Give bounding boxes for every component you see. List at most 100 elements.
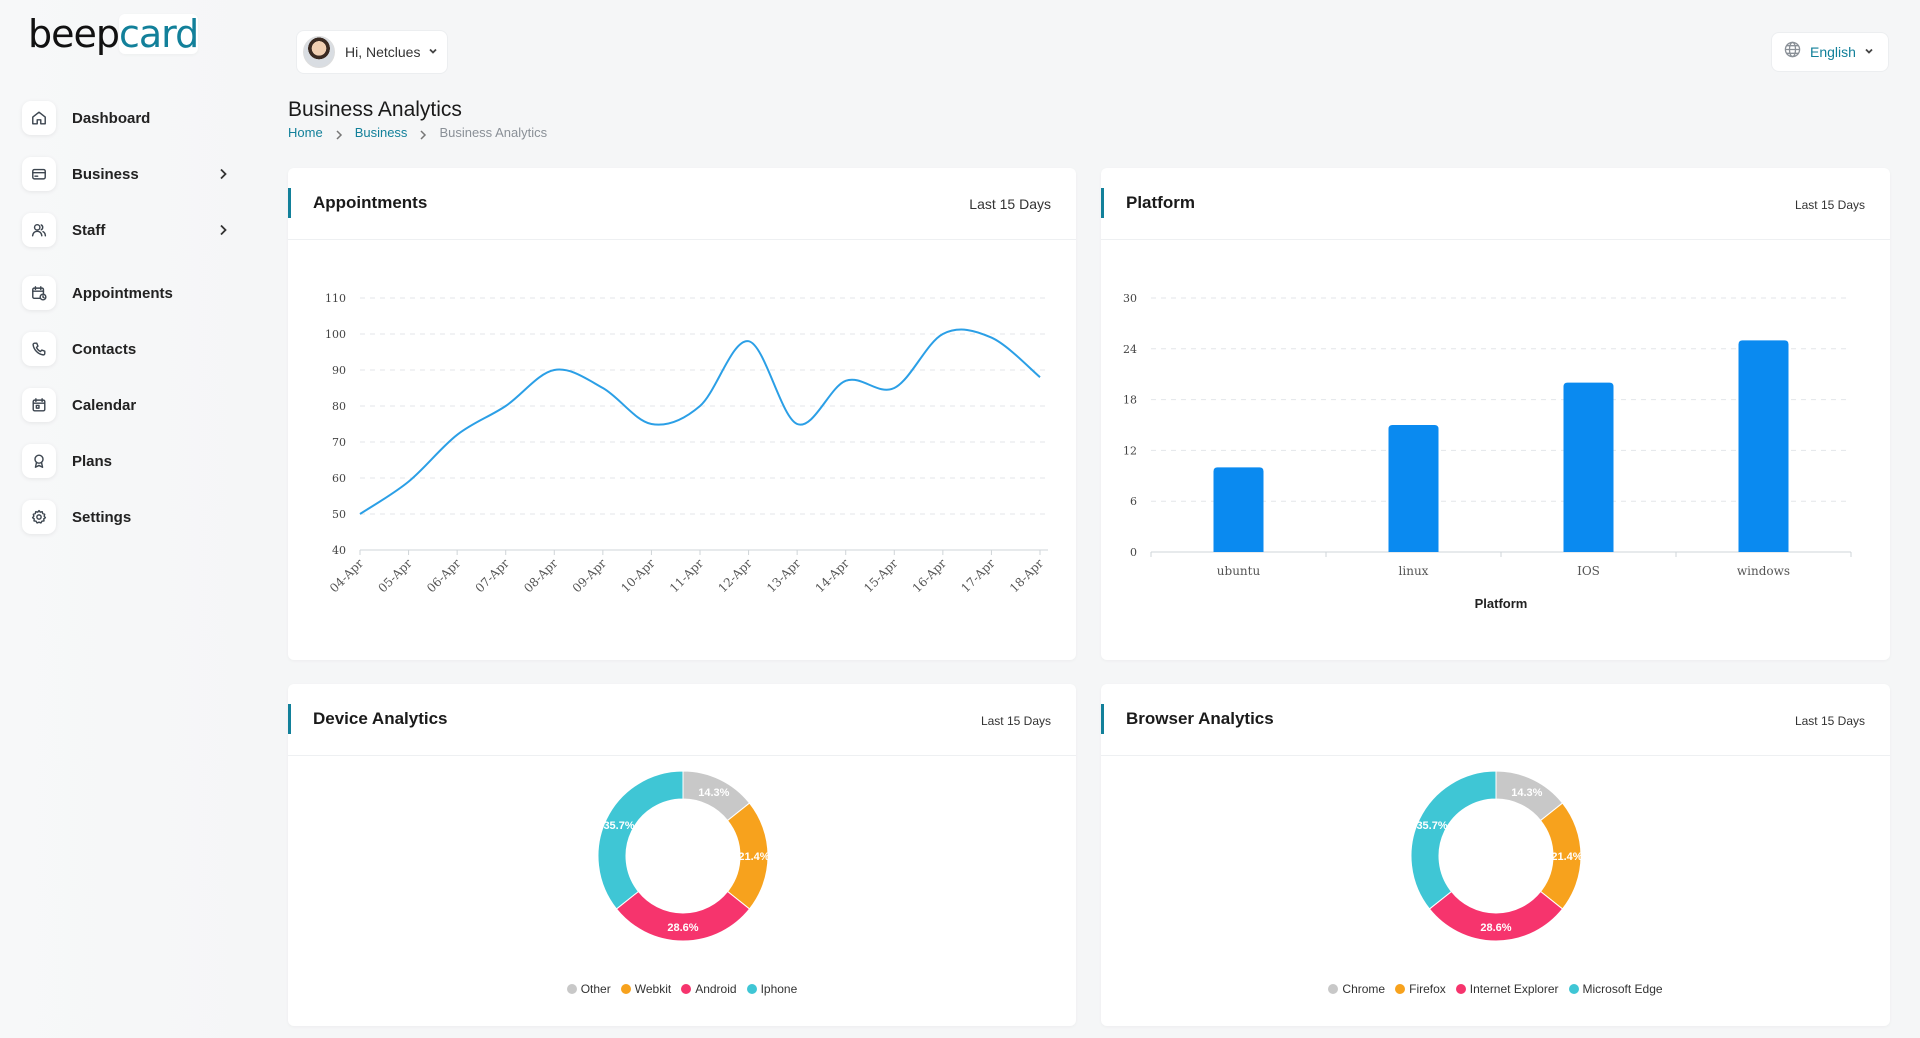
sidebar-item-label: Contacts [72, 340, 137, 358]
slice-value-label: 28.6% [667, 922, 698, 934]
date-range-label[interactable]: Last 15 Days [980, 714, 1051, 728]
logo-text-beep: beep [28, 12, 120, 56]
appointments-card: Appointments Last 15 Days 40 50 60 70 80 90 10… [288, 168, 1076, 660]
card-title: Appointments [313, 193, 428, 212]
device-analytics-card: Device Analytics Last 15 Days 14.3% 21.4%… [288, 684, 1076, 1026]
chevron-down-icon [1864, 43, 1874, 61]
device-legend: Other Webkit Android Iphone [288, 982, 1076, 996]
bar-linux[interactable] [1388, 425, 1439, 552]
card-title: Device Analytics [313, 709, 448, 728]
breadcrumb-home[interactable]: Home [288, 125, 323, 140]
legend-item[interactable]: Iphone [746, 982, 797, 996]
legend-label: Webkit [634, 982, 672, 996]
legend-swatch [681, 984, 692, 994]
y-tick-label: 60 [332, 472, 346, 485]
x-tick-label: 17-Apr [958, 556, 997, 595]
sidebar-item-business[interactable]: Business [22, 156, 242, 192]
legend-swatch [1568, 984, 1579, 994]
user-menu-button[interactable]: Hi, Netclues [296, 30, 448, 74]
card-accent-bar [288, 188, 291, 218]
appointments-line-chart: 40 50 60 70 80 90 100 110 04-Apr 05-Apr 06-Apr 07-A… [325, 292, 1048, 595]
browser-analytics-card: Browser Analytics Last 15 Days 14.3% 21.4… [1101, 684, 1890, 1026]
card-accent-bar [1101, 704, 1104, 734]
x-tick-label: 13-Apr [764, 556, 803, 595]
sidebar-item-staff[interactable]: Staff [22, 212, 242, 248]
breadcrumb: Home Business Business Analytics [288, 125, 547, 140]
legend-item[interactable]: Webkit [620, 982, 672, 996]
y-tick-label: 24 [1123, 343, 1137, 356]
slice-value-label: 14.3% [1511, 787, 1542, 799]
sidebar-item-contacts[interactable]: Contacts [22, 331, 242, 367]
platform-bar-chart: 0 6 12 18 24 30 ubuntu linux IOS windows Platform [1123, 292, 1852, 611]
x-tick-label: 06-Apr [424, 556, 463, 595]
legend-label: Internet Explorer [1469, 982, 1559, 996]
sidebar-item-dashboard[interactable]: Dashboard [22, 100, 242, 136]
breadcrumb-business[interactable]: Business [354, 125, 408, 140]
sidebar-item-label: Plans [72, 452, 113, 470]
bar-ios[interactable] [1563, 382, 1614, 552]
legend-item[interactable]: Microsoft Edge [1568, 982, 1663, 996]
legend-item[interactable]: Android [681, 982, 737, 996]
home-icon [22, 101, 56, 135]
card-accent-bar [1101, 188, 1104, 218]
sidebar-item-settings[interactable]: Settings [22, 499, 242, 535]
y-tick-label: 100 [325, 328, 346, 341]
sidebar-item-appointments[interactable]: Appointments [22, 275, 242, 311]
legend-swatch [1455, 984, 1466, 994]
page-title: Business Analytics [288, 98, 462, 121]
legend-swatch [566, 984, 577, 994]
slice-microsoft-edge[interactable] [1410, 770, 1497, 910]
sidebar-item-label: Appointments [72, 284, 173, 302]
sidebar-item-calendar[interactable]: Calendar [22, 387, 242, 423]
legend-label: Android [695, 982, 737, 996]
slice-value-label: 28.6% [1480, 922, 1511, 934]
slice-iphone[interactable] [597, 770, 684, 910]
x-tick-label: 07-Apr [473, 556, 512, 595]
chevron-right-icon [335, 128, 343, 140]
x-tick-label: 12-Apr [716, 556, 755, 595]
sidebar-item-label: Dashboard [72, 109, 151, 127]
bar-windows[interactable] [1738, 340, 1789, 552]
x-tick-label: 09-Apr [570, 556, 609, 595]
sidebar-item-label: Settings [72, 508, 132, 526]
globe-icon [1784, 41, 1801, 63]
card-header: Appointments Last 15 Days [288, 168, 1076, 240]
platform-card: Platform Last 15 Days 0 6 12 18 24 30 ubuntu li… [1101, 168, 1890, 660]
gear-icon [22, 500, 56, 534]
legend-item[interactable]: Chrome [1328, 982, 1385, 996]
language-selector[interactable]: English [1771, 32, 1889, 72]
breadcrumb-current: Business Analytics [439, 125, 548, 140]
card-header: Device Analytics Last 15 Days [288, 684, 1076, 756]
x-tick-label: 11-Apr [667, 556, 706, 595]
avatar [303, 36, 335, 68]
logo[interactable]: beep card [28, 12, 199, 56]
phone-icon [22, 332, 56, 366]
x-tick-label: 10-Apr [618, 556, 657, 595]
chevron-right-icon [216, 167, 230, 181]
card-icon [22, 157, 56, 191]
legend-item[interactable]: Internet Explorer [1455, 982, 1559, 996]
slice-value-label: 21.4% [1551, 851, 1582, 863]
legend-swatch [746, 984, 757, 994]
user-greeting: Hi, Netclues [345, 44, 421, 60]
chevron-down-icon [428, 43, 438, 61]
date-range-label[interactable]: Last 15 Days [1794, 198, 1865, 212]
date-range-label[interactable]: Last 15 Days [1794, 714, 1865, 728]
card-accent-bar [288, 704, 291, 734]
card-title: Platform [1126, 193, 1195, 212]
x-tick-label: 18-Apr [1007, 556, 1046, 595]
x-tick-label: 16-Apr [910, 556, 949, 595]
legend-swatch [1395, 984, 1406, 994]
language-label: English [1810, 44, 1856, 60]
sidebar-item-label: Calendar [72, 396, 137, 414]
sidebar-item-plans[interactable]: Plans [22, 443, 242, 479]
browser-donut-chart: 14.3% 21.4% 28.6% 35.7% [1410, 770, 1583, 942]
card-header: Browser Analytics Last 15 Days [1101, 684, 1890, 756]
series-line [359, 328, 1041, 515]
legend-swatch [1328, 984, 1339, 994]
legend-item[interactable]: Firefox [1395, 982, 1446, 996]
bar-ubuntu[interactable] [1213, 467, 1264, 552]
sidebar-item-label: Business [72, 165, 139, 183]
legend-item[interactable]: Other [566, 982, 611, 996]
date-range-label[interactable]: Last 15 Days [969, 196, 1051, 212]
